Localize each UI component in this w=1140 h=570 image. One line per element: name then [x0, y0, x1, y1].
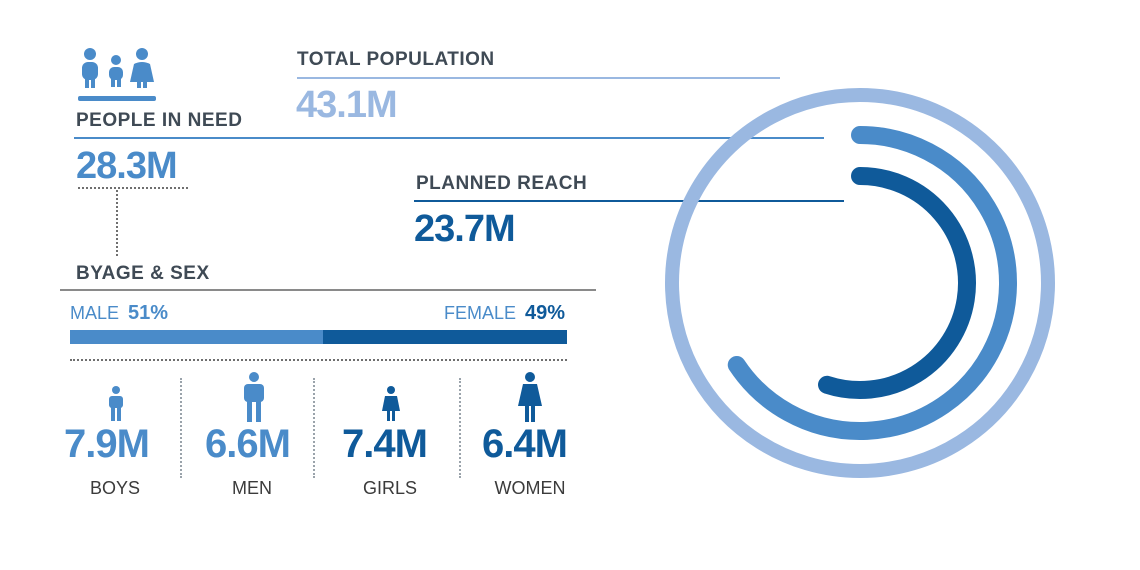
radial-chart	[664, 88, 1055, 478]
people-in-need-label: PEOPLE IN NEED	[76, 110, 243, 131]
people-in-need-line	[74, 137, 824, 139]
men-value: 6.6M	[205, 422, 291, 466]
planned-reach-arc	[818, 167, 976, 399]
connector-dots	[116, 190, 118, 256]
boys-label: BOYS	[89, 478, 141, 498]
women-label: WOMEN	[494, 478, 566, 498]
male-bar	[70, 330, 324, 344]
people-in-need-underline	[78, 187, 188, 189]
planned-reach-line	[414, 200, 844, 202]
planned-reach-label: PLANNED REACH	[416, 173, 588, 194]
total-population-line	[297, 77, 780, 79]
group-separator-2	[313, 378, 315, 478]
girls-label: GIRLS	[362, 478, 418, 498]
female-label: FEMALE	[444, 303, 517, 323]
group-separator-3	[459, 378, 461, 478]
sex-split-bar	[70, 330, 567, 344]
female-bar	[323, 330, 567, 344]
group-separator-1	[180, 378, 182, 478]
age-sex-line	[60, 289, 596, 291]
male-label-group: MALE 51%	[70, 302, 168, 325]
planned-reach-value: 23.7M	[414, 208, 516, 250]
sex-split-divider	[70, 359, 567, 361]
male-label: MALE	[70, 303, 120, 323]
age-sex-title: BYAGE & SEX	[76, 263, 210, 284]
female-percent: 49%	[525, 302, 566, 324]
boys-value: 7.9M	[64, 422, 150, 466]
female-label-group: FEMALE 49%	[444, 302, 565, 325]
girls-value: 7.4M	[342, 422, 428, 466]
male-percent: 51%	[128, 302, 169, 324]
total-population-label: TOTAL POPULATION	[297, 49, 495, 70]
total-population-value: 43.1M	[296, 84, 398, 126]
total-population-arc	[664, 88, 1055, 478]
men-label: MEN	[232, 478, 272, 498]
people-in-need-arc	[727, 126, 1017, 440]
girl-icon	[379, 385, 403, 428]
man-icon	[241, 372, 267, 429]
people-group-icon	[76, 46, 158, 104]
boy-icon	[105, 385, 127, 428]
women-value: 6.4M	[482, 422, 568, 466]
people-in-need-value: 28.3M	[76, 145, 178, 187]
woman-icon	[515, 372, 545, 429]
